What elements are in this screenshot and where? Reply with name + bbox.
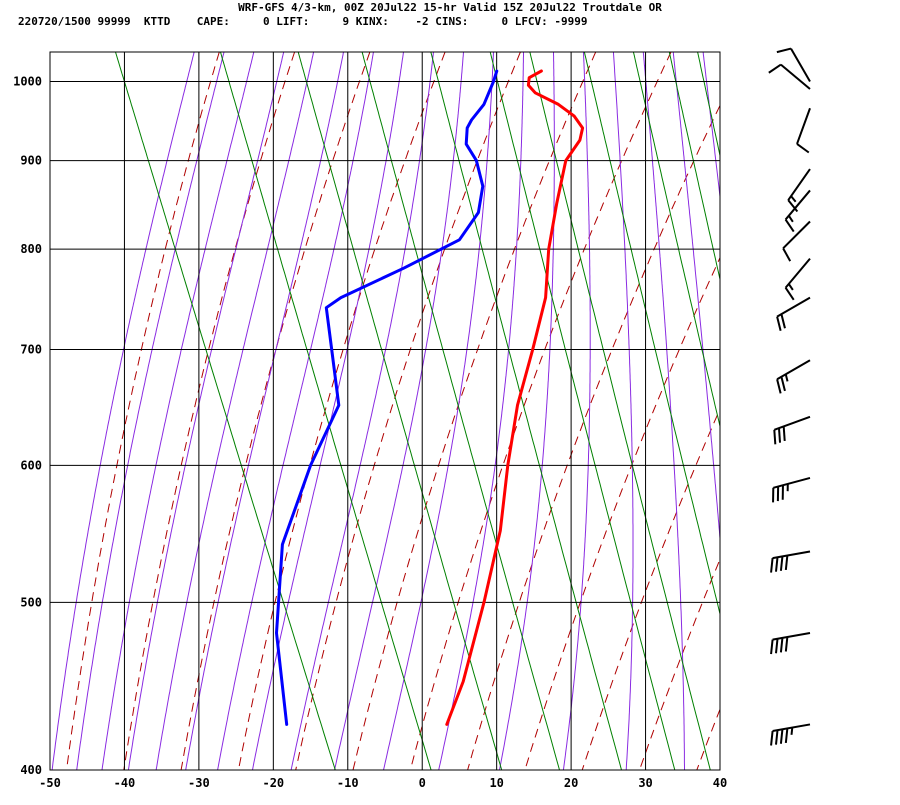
- dry-adiabat-line: [181, 52, 370, 770]
- moist-adiabat-line: [384, 45, 494, 770]
- x-tick-label: -30: [188, 776, 210, 790]
- x-tick-label: 20: [564, 776, 578, 790]
- stability-indices: 220720/1500 99999 KTTD CAPE: 0 LIFT: 9 K…: [18, 15, 588, 28]
- moist-adiabat-line: [102, 45, 256, 770]
- moist-adiabat-line: [613, 45, 633, 770]
- dry-adiabat-line: [697, 52, 900, 770]
- moist-adiabat-line: [500, 45, 555, 770]
- mixing-ratio-line: [633, 52, 802, 770]
- moist-adiabat-line: [186, 45, 345, 770]
- wind-barb: [788, 169, 810, 211]
- y-tick-label: 500: [20, 595, 42, 609]
- dry-adiabat-line: [67, 52, 220, 770]
- wind-barb: [771, 551, 810, 572]
- mixing-ratio-line: [698, 52, 860, 770]
- wind-barb: [783, 221, 810, 261]
- wind-barb: [771, 633, 810, 654]
- wind-barb: [777, 360, 810, 393]
- x-tick-label: 30: [638, 776, 652, 790]
- grid-lines: [50, 52, 720, 770]
- wind-barb: [771, 724, 810, 745]
- temperature-profile-line: [447, 71, 583, 724]
- y-tick-label: 400: [20, 763, 42, 777]
- wind-barb: [774, 417, 810, 445]
- y-tick-label: 700: [20, 342, 42, 356]
- x-tick-label: 40: [713, 776, 727, 790]
- x-tick-label: 10: [489, 776, 503, 790]
- x-tick-label: -20: [262, 776, 284, 790]
- y-axis-ticks: 400 500 600 700 800 900 1000: [13, 74, 42, 777]
- y-tick-label: 1000: [13, 74, 42, 88]
- wind-barb: [777, 298, 810, 331]
- wind-barb: [797, 108, 810, 152]
- mixing-ratio-line: [669, 52, 834, 770]
- moist-adiabat-line: [291, 45, 434, 770]
- plot-frame: [50, 52, 720, 770]
- wind-barbs: [769, 49, 810, 746]
- mixing-ratio-line: [298, 52, 502, 770]
- moist-adiabat-line: [156, 45, 315, 770]
- dry-adiabat-line: [410, 52, 671, 770]
- background-lines: [52, 45, 900, 770]
- x-tick-label: -40: [114, 776, 136, 790]
- wind-barb: [769, 65, 810, 89]
- x-tick-label: 0: [419, 776, 426, 790]
- wind-barb: [786, 259, 810, 300]
- moist-adiabat-line: [563, 45, 590, 770]
- mixing-ratio-line: [116, 52, 336, 770]
- x-axis-ticks: -50 -40 -30 -20 -10 0 10 20 30 40: [39, 776, 727, 790]
- x-tick-label: -50: [39, 776, 61, 790]
- moist-adiabat-line: [643, 45, 685, 770]
- dry-adiabat-line: [754, 52, 900, 770]
- moist-adiabat-line: [253, 45, 405, 770]
- dry-adiabat-line: [468, 52, 747, 770]
- y-tick-label: 600: [20, 458, 42, 472]
- dry-adiabat-line: [640, 52, 900, 770]
- y-tick-label: 900: [20, 154, 42, 168]
- dry-adiabat-line: [525, 52, 822, 770]
- dry-adiabat-line: [869, 52, 900, 770]
- dry-adiabat-line: [811, 52, 900, 770]
- moist-adiabat-line: [218, 45, 375, 770]
- wind-barb: [773, 478, 810, 502]
- chart-title: WRF-GFS 4/3-km, 00Z 20Jul22 15-hr Valid …: [238, 1, 662, 14]
- dry-adiabat-line: [582, 52, 897, 770]
- moist-adiabat-line: [77, 45, 226, 770]
- x-tick-label: -10: [337, 776, 359, 790]
- mixing-ratio-line: [362, 52, 559, 770]
- dewpoint-profile-line: [277, 71, 497, 724]
- mixing-ratio-line: [584, 52, 759, 770]
- y-tick-label: 800: [20, 242, 42, 256]
- dry-adiabat-line: [124, 52, 295, 770]
- moist-adiabat-line: [702, 45, 784, 770]
- moist-adiabat-line: [439, 45, 524, 770]
